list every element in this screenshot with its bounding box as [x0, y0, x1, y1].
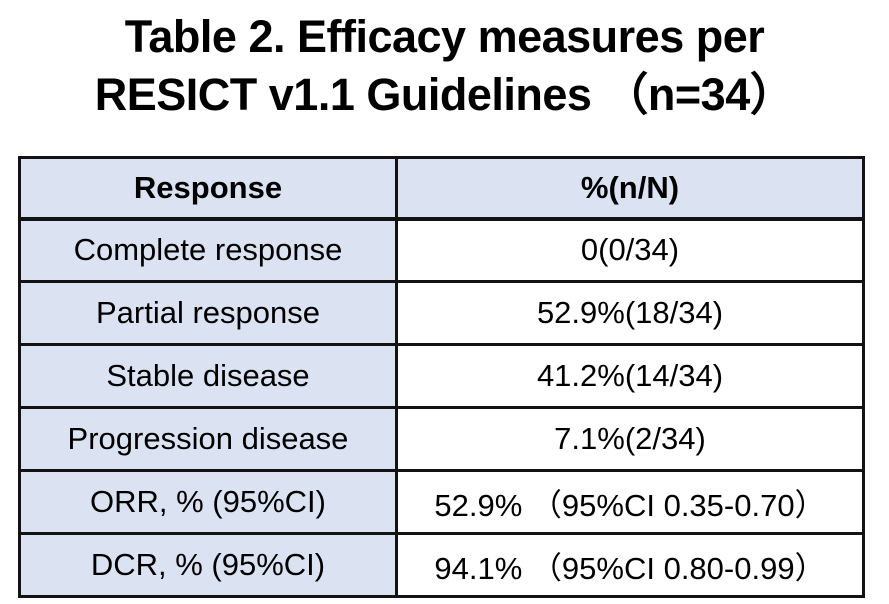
table-row-partial-response: Partial response 52.9%(18/34)	[18, 280, 865, 346]
page-title-line2: RESICT v1.1 Guidelines （n=34）	[94, 68, 795, 120]
row-value-cell: 7.1%(2/34)	[395, 406, 865, 472]
row-value-cell: 94.1% （95%CI 0.80-0.99）	[395, 532, 865, 598]
table-row-complete-response: Complete response 0(0/34)	[18, 217, 865, 283]
table-row-orr: ORR, % (95%CI) 52.9% （95%CI 0.35-0.70）	[18, 469, 865, 535]
efficacy-table: Response %(n/N) Complete response 0(0/34…	[18, 156, 865, 598]
row-value-cell: 52.9%(18/34)	[395, 280, 865, 346]
row-label-cell: Stable disease	[18, 343, 398, 409]
table-row-dcr: DCR, % (95%CI) 94.1% （95%CI 0.80-0.99）	[18, 532, 865, 598]
table-row-progression-disease: Progression disease 7.1%(2/34)	[18, 406, 865, 472]
row-value-cell: 0(0/34)	[395, 217, 865, 283]
table-header-row: Response %(n/N)	[18, 156, 865, 221]
row-value-cell: 52.9% （95%CI 0.35-0.70）	[395, 469, 865, 535]
row-label-cell: Progression disease	[18, 406, 398, 472]
row-label-cell: Partial response	[18, 280, 398, 346]
header-cell-percent-n-N: %(n/N)	[395, 156, 865, 221]
row-label-cell: Complete response	[18, 217, 398, 283]
header-cell-response: Response	[18, 156, 398, 221]
row-label-cell: DCR, % (95%CI)	[18, 532, 398, 598]
row-value-cell: 41.2%(14/34)	[395, 343, 865, 409]
row-label-cell: ORR, % (95%CI)	[18, 469, 398, 535]
page-title: Table 2. Efficacy measures per RESICT v1…	[0, 8, 889, 123]
page-title-line1: Table 2. Efficacy measures per	[124, 11, 765, 62]
table-row-stable-disease: Stable disease 41.2%(14/34)	[18, 343, 865, 409]
page: Table 2. Efficacy measures per RESICT v1…	[0, 8, 889, 604]
